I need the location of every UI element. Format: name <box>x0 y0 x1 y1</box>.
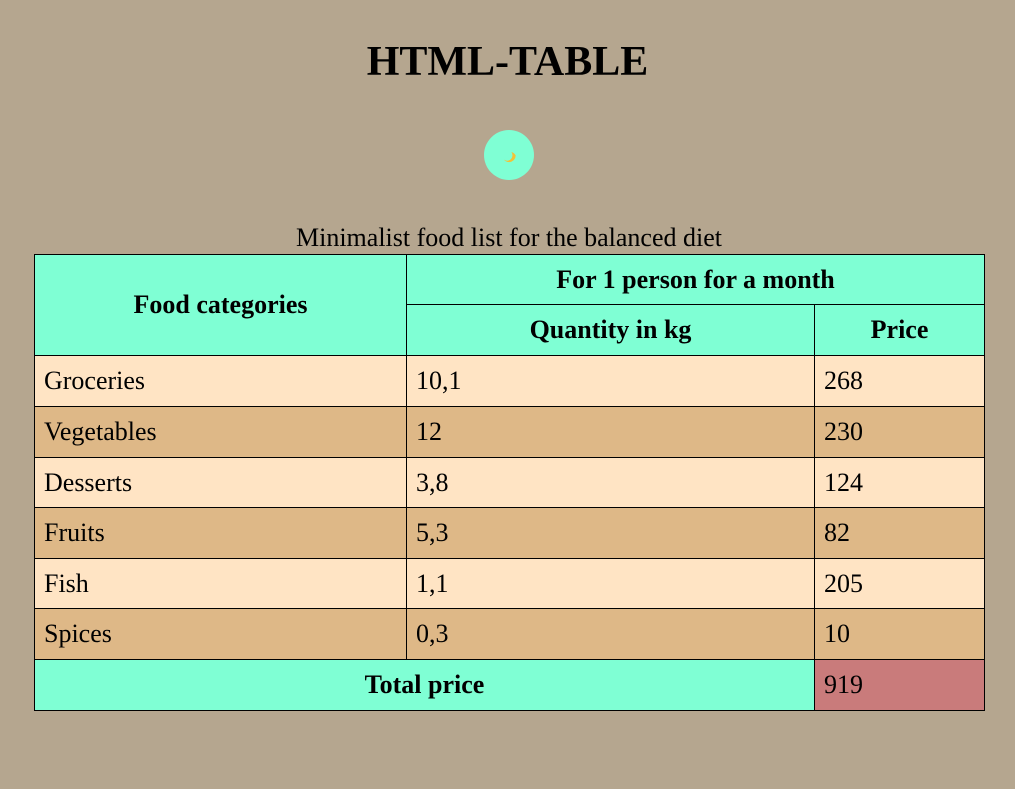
cell-quantity: 0,3 <box>406 608 815 660</box>
cell-category: Vegetables <box>34 406 407 458</box>
cell-quantity: 3,8 <box>406 457 815 508</box>
table-caption: Minimalist food list for the balanced di… <box>295 223 723 252</box>
cell-quantity: 12 <box>406 406 815 458</box>
total-price-label: Total price <box>34 659 815 711</box>
cell-price: 10 <box>813 608 986 660</box>
cell-price: 268 <box>813 355 986 407</box>
crescent-moon-icon <box>503 152 516 163</box>
table-row: Fruits 5,3 82 <box>34 507 986 559</box>
cell-category: Desserts <box>34 457 407 508</box>
cell-category: Fruits <box>34 507 407 559</box>
cell-quantity: 10,1 <box>406 355 815 407</box>
cell-price: 124 <box>813 457 986 508</box>
table-row: Vegetables 12 230 <box>34 406 986 458</box>
page-title: HTML-TABLE <box>366 39 649 85</box>
theme-toggle-button[interactable] <box>484 130 534 180</box>
table-subheader-row: Quantity in kg Price <box>35 304 986 356</box>
table-row: Desserts 3,8 124 <box>34 457 986 508</box>
cell-price: 82 <box>813 507 986 559</box>
header-quantity: Quantity in kg <box>406 304 815 356</box>
total-price-value: 919 <box>813 659 986 711</box>
cell-quantity: 1,1 <box>406 558 815 609</box>
table-row: Fish 1,1 205 <box>34 558 986 609</box>
cell-category: Spices <box>34 608 407 660</box>
table-row: Groceries 10,1 268 <box>34 355 986 407</box>
cell-quantity: 5,3 <box>406 507 815 559</box>
cell-category: Fish <box>34 558 407 609</box>
table-row: Spices 0,3 10 <box>34 608 986 660</box>
header-price: Price <box>813 304 986 356</box>
table-header-row: Food categories For 1 person for a month <box>34 254 986 356</box>
header-group: For 1 person for a month <box>405 254 986 305</box>
total-row: Total price 919 <box>34 659 986 711</box>
cell-category: Groceries <box>34 355 407 407</box>
food-table: Food categories For 1 person for a month… <box>34 254 986 711</box>
cell-price: 205 <box>813 558 986 609</box>
cell-price: 230 <box>813 406 986 458</box>
header-food-categories: Food categories <box>34 254 407 356</box>
